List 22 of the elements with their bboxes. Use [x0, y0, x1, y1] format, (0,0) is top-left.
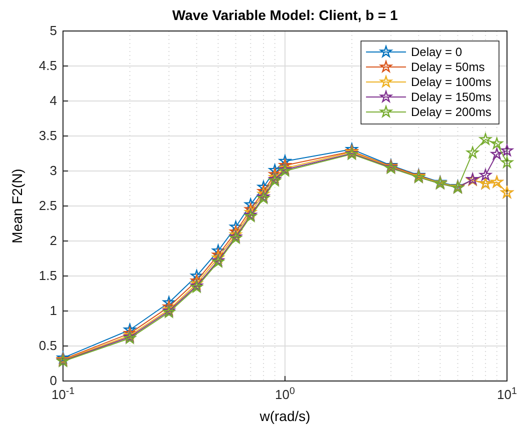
legend-label: Delay = 100ms: [411, 75, 492, 89]
y-tick-label: 0: [50, 373, 57, 388]
chart-title: Wave Variable Model: Client, b = 1: [172, 7, 398, 23]
y-tick-label: 0.5: [38, 338, 57, 354]
legend-label: Delay = 150ms: [411, 90, 492, 104]
y-tick-label: 1: [50, 303, 57, 318]
x-tick-label: 10$^{1}$: [497, 386, 517, 402]
y-tick-label: 3.5: [38, 128, 57, 144]
y-axis-title: Mean F2(N): [9, 168, 25, 244]
x-tick-label: 10$^{-1}$: [51, 386, 75, 402]
y-tick-label: 2: [50, 233, 57, 248]
y-tick-label: 2.5: [38, 198, 57, 214]
y-tick-label: 4: [50, 93, 57, 108]
legend-label: Delay = 0: [411, 45, 462, 59]
y-tick-label: 1.5: [38, 268, 57, 284]
y-tick-label: 5: [50, 23, 57, 38]
x-axis-title: w(rad/s): [258, 408, 310, 424]
y-tick-label: 4.5: [38, 58, 57, 74]
legend-label: Delay = 50ms: [411, 60, 485, 74]
legend-label: Delay = 200ms: [411, 105, 492, 119]
x-tick-label: 10$^{0}$: [275, 386, 296, 402]
y-tick-label: 3: [50, 163, 57, 178]
